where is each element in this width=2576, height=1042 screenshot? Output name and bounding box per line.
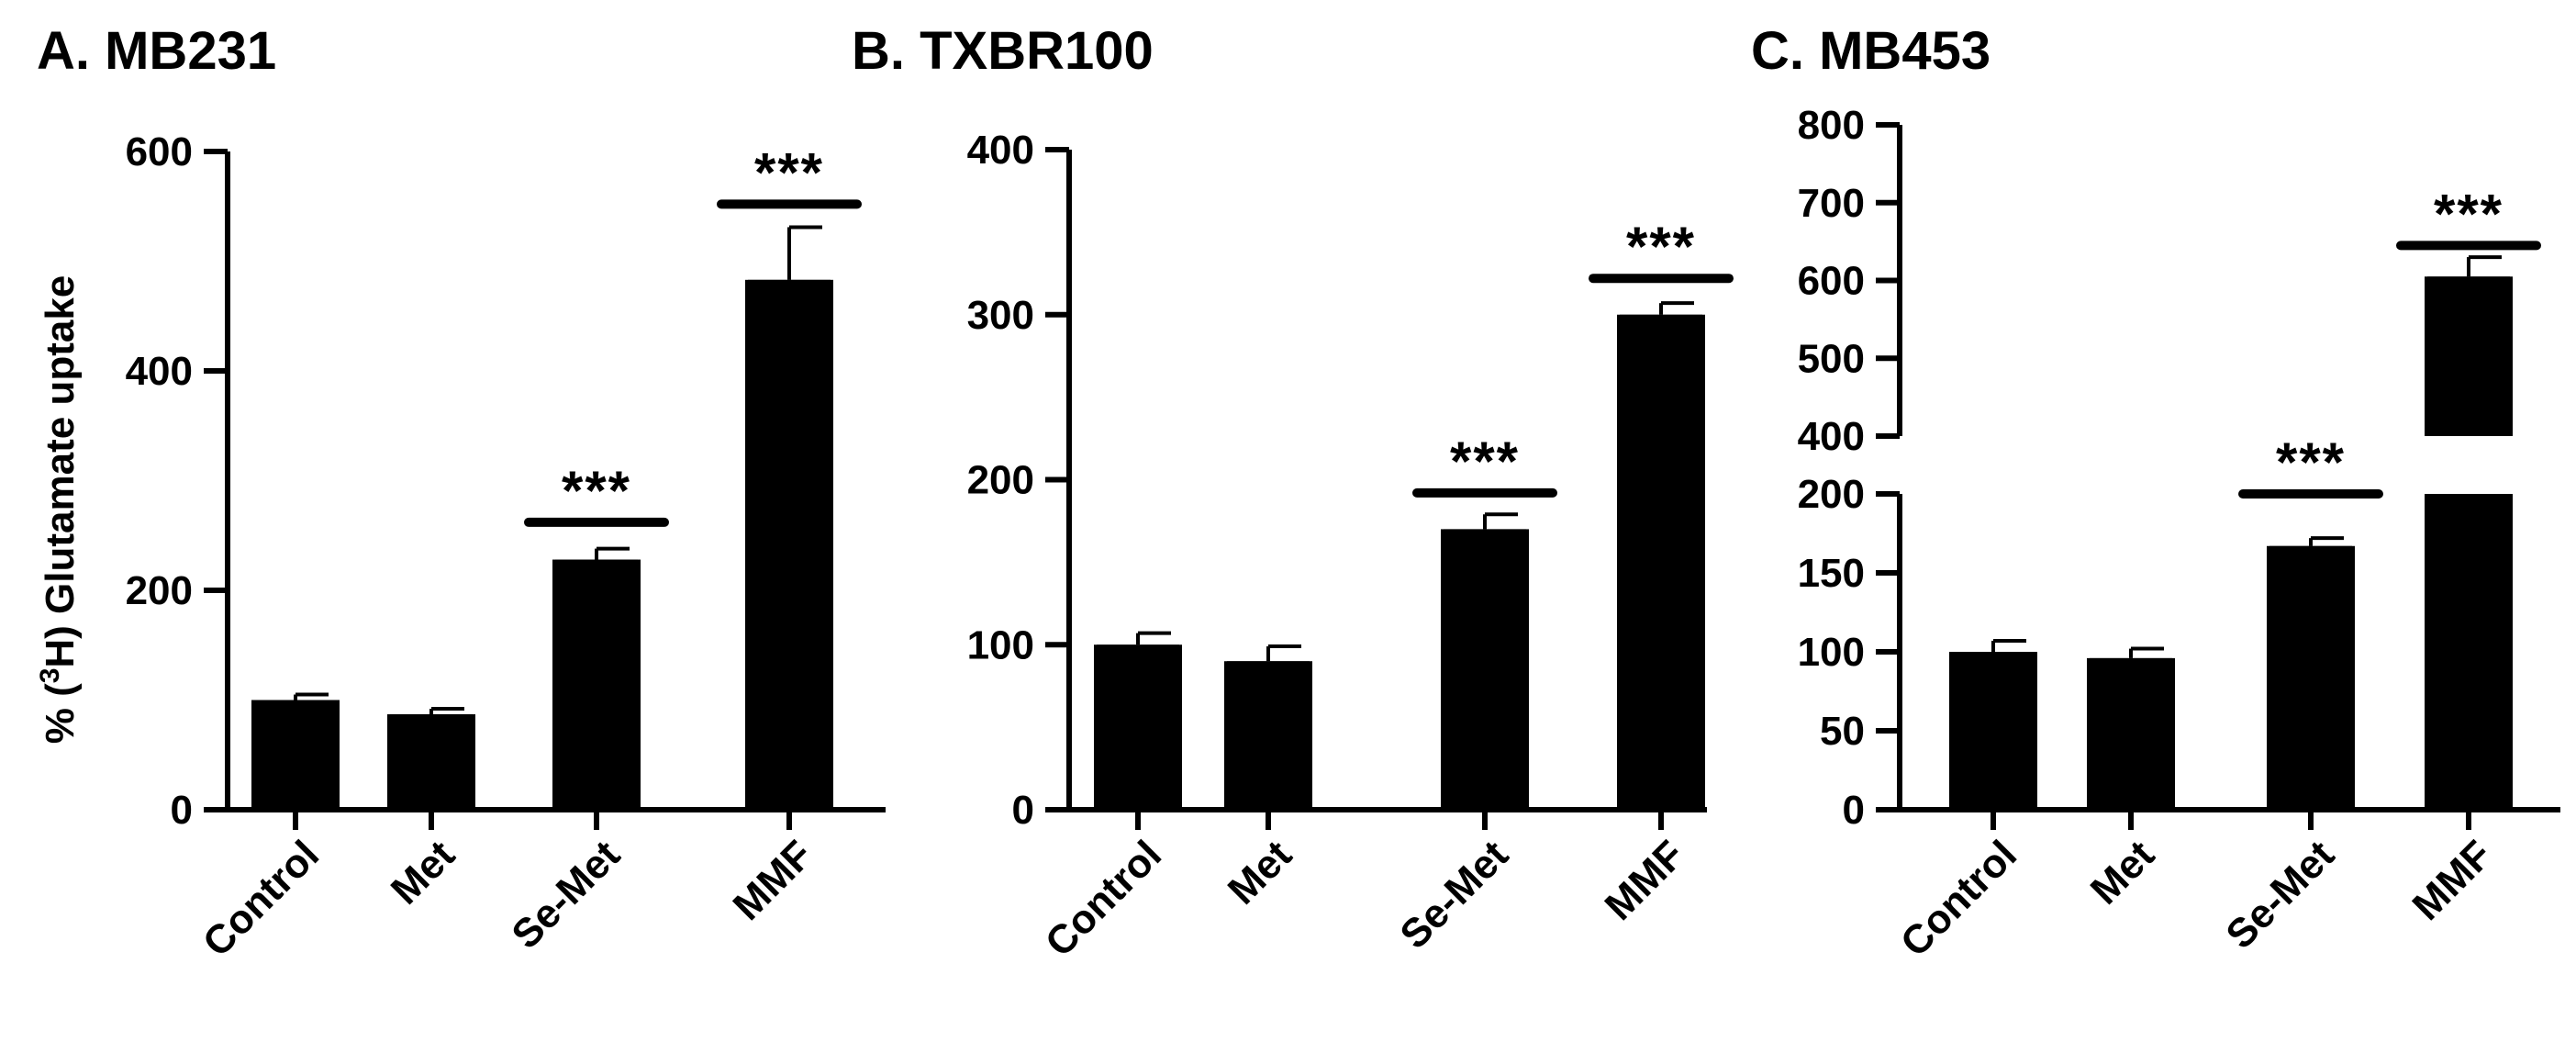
- y-tick-label: 300: [967, 293, 1034, 338]
- y-tick-label: 0: [1843, 788, 1865, 833]
- bar: [745, 279, 833, 810]
- bar: [387, 714, 475, 810]
- y-tick-label: 100: [1798, 630, 1865, 675]
- y-tick-label: 500: [1798, 336, 1865, 381]
- bar-top-edge: [1620, 314, 1702, 319]
- y-tick-label: 600: [1798, 259, 1865, 304]
- category-label: Se-Met: [1391, 832, 1517, 958]
- bar: [1441, 529, 1529, 810]
- y-axis-label: % (3H) Glutamate uptake: [35, 275, 84, 745]
- y-tick-label: 0: [1012, 788, 1034, 833]
- y-axis-label-prefix: % (: [38, 683, 83, 744]
- bar-upper-segment: [2425, 276, 2513, 436]
- category-label: Control: [1037, 832, 1170, 965]
- y-tick-label: 700: [1798, 181, 1865, 226]
- bar-top-edge: [1952, 652, 2035, 655]
- y-tick-label: 200: [1798, 472, 1865, 517]
- category-label: MMF: [725, 832, 821, 928]
- bar-top-edge: [2427, 276, 2510, 281]
- bar-top-edge: [2269, 545, 2352, 550]
- category-label: Se-Met: [2217, 832, 2343, 958]
- significance-label: ***: [2276, 431, 2346, 493]
- category-label: Met: [383, 832, 463, 913]
- y-tick-label: 100: [967, 622, 1034, 667]
- y-tick-label: 0: [171, 788, 193, 833]
- category-label: Met: [1220, 832, 1300, 913]
- bar: [1224, 661, 1312, 810]
- y-tick-label: 50: [1820, 709, 1865, 754]
- category-label: MMF: [1597, 832, 1693, 928]
- significance-label: ***: [1626, 216, 1696, 277]
- bar: [2087, 657, 2175, 810]
- bar: [251, 700, 340, 810]
- bar: [1949, 652, 2037, 810]
- bar-top-edge: [1227, 661, 1310, 666]
- bar: [552, 559, 641, 810]
- category-label: Control: [195, 832, 328, 965]
- y-tick-label: 200: [126, 568, 193, 613]
- bar: [1617, 314, 1705, 810]
- y-tick-label: 400: [126, 349, 193, 394]
- panel-b-txbr100: 0 100 200 300 400 B. TXBR100 Control Met Se-Met M…: [852, 21, 1734, 966]
- y-tick-label: 600: [126, 129, 193, 174]
- bar: [2425, 494, 2513, 810]
- panel-c-mb453: 0 50 100 150 200 400 500 600 700 800 C. MB453 Contr…: [1751, 21, 2560, 966]
- bar-top-edge: [390, 714, 473, 719]
- bar: [2267, 545, 2355, 810]
- significance-label: ***: [2434, 183, 2504, 244]
- panel-title: A. MB231: [37, 21, 276, 81]
- significance-label: ***: [1450, 431, 1520, 492]
- significance-label: ***: [562, 460, 631, 521]
- bar-top-edge: [555, 559, 638, 564]
- bar-top-edge: [748, 279, 831, 284]
- category-label: Se-Met: [503, 832, 629, 958]
- category-label: Control: [1892, 832, 2025, 965]
- bar: [1094, 644, 1182, 810]
- panel-a-mb231: 0 200 400 600 A. MB231 Control Met Se-Met MMF ***…: [37, 21, 886, 966]
- bar-top-edge: [2090, 657, 2172, 662]
- y-tick-label: 200: [967, 458, 1034, 503]
- y-tick-label: 400: [1798, 414, 1865, 459]
- significance-label: ***: [754, 141, 824, 203]
- category-label: Met: [2082, 832, 2163, 913]
- y-tick-label: 400: [967, 128, 1034, 173]
- bar-top-edge: [1444, 529, 1526, 533]
- panel-title: C. MB453: [1751, 21, 1991, 81]
- y-tick-label: 800: [1798, 103, 1865, 148]
- y-axis-label-superscript: 3: [35, 668, 65, 684]
- bar-top-edge: [254, 700, 337, 704]
- panel-title: B. TXBR100: [852, 21, 1154, 81]
- y-tick-label: 150: [1798, 551, 1865, 596]
- category-label: MMF: [2404, 832, 2501, 928]
- y-axis-label-suffix: H) Glutamate uptake: [38, 275, 83, 668]
- bar-top-edge: [1097, 644, 1179, 649]
